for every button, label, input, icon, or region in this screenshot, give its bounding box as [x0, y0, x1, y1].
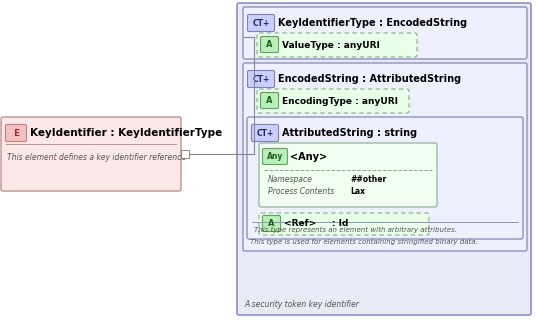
Text: This type is used for elements containing stringified binary data.: This type is used for elements containin… [250, 239, 478, 245]
Text: CT+: CT+ [252, 18, 270, 27]
Text: A: A [266, 40, 273, 49]
Text: E: E [13, 129, 19, 138]
Text: CT+: CT+ [252, 75, 270, 84]
FancyBboxPatch shape [263, 149, 287, 164]
FancyBboxPatch shape [243, 7, 527, 59]
Text: CT+: CT+ [256, 129, 274, 138]
Text: A security token key identifier: A security token key identifier [244, 300, 359, 309]
FancyBboxPatch shape [243, 63, 527, 251]
FancyBboxPatch shape [257, 89, 409, 113]
FancyBboxPatch shape [247, 117, 523, 239]
FancyBboxPatch shape [5, 124, 26, 141]
Text: Any: Any [267, 152, 283, 161]
FancyBboxPatch shape [259, 213, 429, 235]
FancyBboxPatch shape [263, 215, 280, 232]
FancyBboxPatch shape [248, 15, 274, 32]
Text: A: A [266, 96, 273, 105]
FancyBboxPatch shape [260, 92, 279, 109]
FancyBboxPatch shape [260, 36, 279, 53]
FancyBboxPatch shape [257, 33, 417, 57]
Text: A: A [268, 219, 275, 228]
Text: ##other: ##other [350, 175, 386, 184]
Text: Lax: Lax [350, 187, 365, 196]
Text: EncodedString : AttributedString: EncodedString : AttributedString [278, 74, 461, 84]
FancyBboxPatch shape [1, 117, 181, 191]
FancyBboxPatch shape [251, 124, 279, 141]
Text: AttributedString : string: AttributedString : string [282, 128, 417, 138]
FancyBboxPatch shape [259, 143, 437, 207]
Text: KeyIdentifierType : EncodedString: KeyIdentifierType : EncodedString [278, 18, 467, 28]
Text: <Ref>     : Id: <Ref> : Id [284, 220, 349, 228]
Text: EncodingType : anyURI: EncodingType : anyURI [282, 97, 398, 106]
Text: ValueType : anyURI: ValueType : anyURI [282, 40, 380, 49]
Bar [181, 150, 189, 158]
Text: This element defines a key identifier reference: This element defines a key identifier re… [7, 153, 186, 162]
Text: Process Contents: Process Contents [268, 187, 334, 196]
Text: KeyIdentifier : KeyIdentifierType: KeyIdentifier : KeyIdentifierType [30, 128, 222, 138]
Text: <Any>: <Any> [290, 152, 327, 162]
FancyBboxPatch shape [248, 70, 274, 88]
Text: This type represents an element with arbitrary attributes.: This type represents an element with arb… [254, 227, 457, 233]
Text: Namespace: Namespace [268, 175, 313, 184]
FancyBboxPatch shape [237, 3, 531, 315]
